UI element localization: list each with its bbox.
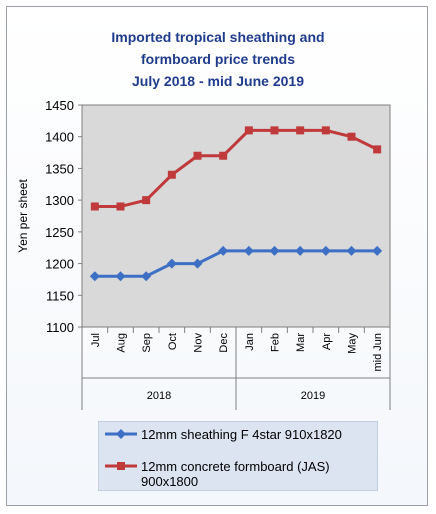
x-tick-label: Aug [116, 333, 128, 353]
data-point-series-2 [142, 196, 151, 205]
legend-label-formboard: 12mm concrete formboard (JAS) [141, 459, 330, 474]
x-tick-label: Jan [244, 333, 256, 351]
data-point-series-1 [115, 271, 126, 282]
data-point-series-1 [372, 245, 383, 256]
data-point-series-2 [116, 202, 125, 211]
chart-title-line-3: July 2018 - mid June 2019 [132, 73, 304, 89]
plot-area [81, 104, 391, 328]
data-point-series-1 [243, 245, 254, 256]
x-tick-label: Oct [167, 333, 179, 350]
chart-title-line-2: formboard price trends [140, 51, 296, 67]
x-tick-label: Feb [270, 333, 282, 352]
x-tick-label: Dec [218, 333, 230, 353]
data-point-series-2 [347, 132, 356, 141]
data-point-series-1 [141, 271, 152, 282]
data-point-series-2 [219, 151, 228, 160]
data-point-series-2 [270, 126, 279, 135]
series-line-2 [94, 128, 378, 208]
x-tick-label: Sep [141, 333, 153, 353]
y-axis-label: Yen per sheet [16, 179, 30, 253]
legend-marker-formboard [117, 462, 125, 470]
y-tick-label: 1400 [45, 130, 74, 145]
series-lines [89, 126, 383, 282]
y-tick-label: 1150 [46, 288, 74, 303]
data-point-series-1 [269, 245, 280, 256]
x-tick-label: Mar [295, 333, 307, 352]
axes: 1100 1150 1200 1250 1300 1350 1400 1450 Jul Aug Se… [45, 98, 391, 410]
data-point-series-2 [296, 126, 305, 135]
legend: 12mm sheathing F 4star 910x1820 12mm con… [98, 421, 378, 491]
year-group-label: 2019 [301, 390, 325, 402]
data-point-series-2 [373, 145, 382, 154]
year-group-label: 2018 [147, 390, 171, 402]
y-tick-label: 1200 [45, 257, 74, 272]
data-point-series-2 [321, 126, 330, 135]
price-trend-chart: 1100 1150 1200 1250 1300 1350 1400 1450 Jul Aug Se… [16, 98, 391, 410]
data-point-series-2 [244, 126, 253, 135]
x-tick-label: mid Jun [372, 333, 384, 372]
y-tick-label: 1250 [45, 225, 74, 240]
data-point-series-1 [166, 258, 177, 269]
x-tick-label: Apr [321, 333, 333, 350]
data-point-series-1 [89, 271, 100, 282]
data-point-series-2 [167, 170, 176, 179]
x-tick-label: May [347, 333, 359, 354]
data-point-series-1 [218, 245, 229, 256]
y-tick-label: 1100 [46, 320, 74, 335]
data-point-series-2 [193, 151, 202, 160]
data-point-series-1 [320, 245, 331, 256]
y-tick-label: 1350 [45, 161, 74, 176]
data-point-series-2 [90, 202, 99, 211]
chart-title-line-1: Imported tropical sheathing and [111, 29, 325, 45]
data-point-series-1 [295, 245, 306, 256]
legend-label-formboard-line2: 900x1800 [141, 474, 199, 489]
legend-marker-sheathing [116, 429, 126, 439]
x-tick-label: Jul [90, 333, 102, 347]
x-tick-label: Nov [193, 333, 205, 353]
y-tick-label: 1300 [45, 193, 74, 208]
data-point-series-1 [192, 258, 203, 269]
legend-label-sheathing: 12mm sheathing F 4star 910x1820 [141, 427, 342, 442]
data-point-series-1 [346, 245, 357, 256]
y-tick-label: 1450 [45, 98, 74, 113]
